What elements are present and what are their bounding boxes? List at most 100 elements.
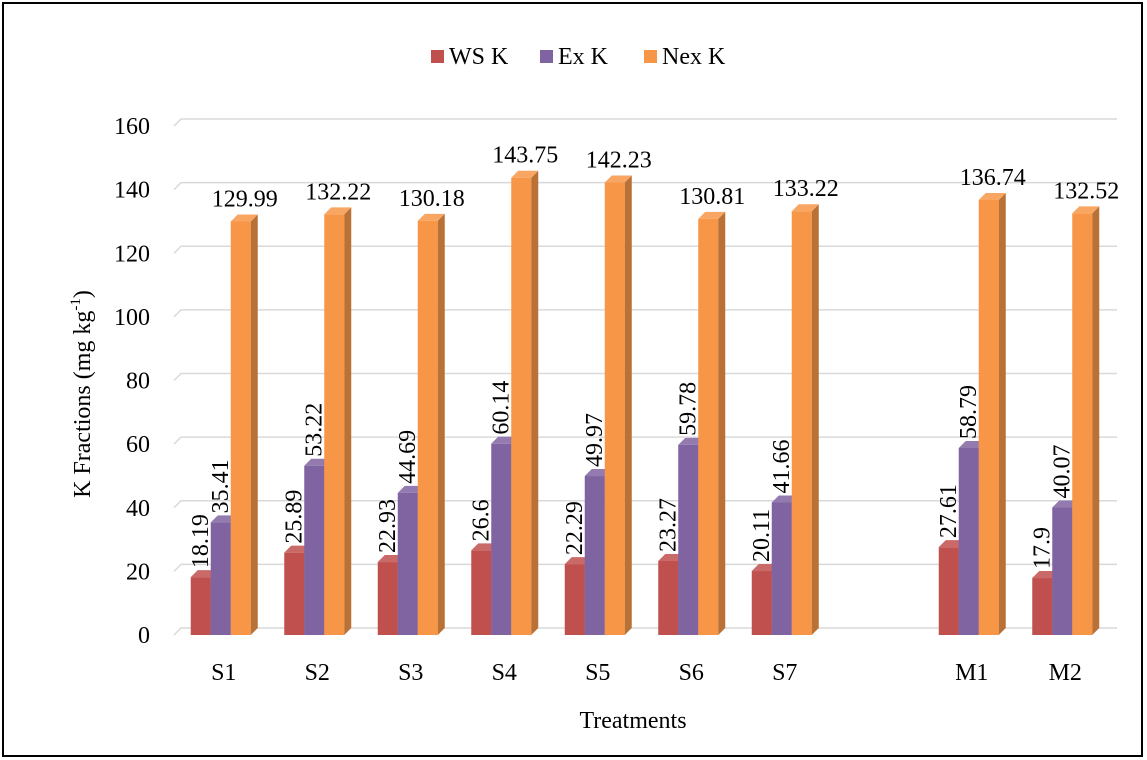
bar-top: [698, 211, 726, 219]
bar-side: [624, 175, 632, 635]
bar-front: [471, 550, 492, 635]
y-tick-label: 40: [126, 496, 150, 522]
bar-top: [1072, 206, 1100, 214]
bar-front: [958, 447, 979, 635]
y-tick-label: 140: [114, 178, 150, 204]
bar-side: [250, 214, 258, 636]
data-label: 58.79: [956, 385, 982, 439]
data-label: 130.18: [399, 186, 465, 212]
data-label: 25.89: [281, 490, 307, 544]
y-tick-label: 60: [126, 432, 150, 458]
data-label: 41.66: [769, 439, 795, 493]
bar-front: [678, 444, 699, 635]
bar-front: [1052, 507, 1073, 635]
x-tick-label: S7: [772, 660, 797, 686]
legend-swatch: [431, 50, 444, 63]
data-label: 22.93: [375, 499, 401, 553]
data-label: 136.74: [960, 165, 1026, 191]
y-tick-label: 160: [114, 114, 150, 140]
bar: [604, 175, 632, 635]
bar-top: [511, 170, 539, 178]
bar-front: [1072, 213, 1093, 635]
gridline: [173, 118, 1117, 127]
x-tick-label: M2: [1049, 660, 1082, 686]
x-tick-label: S1: [211, 660, 236, 686]
bar: [417, 213, 445, 635]
data-label: 44.69: [395, 430, 421, 484]
bar-side: [998, 192, 1006, 635]
bar-top: [324, 207, 352, 215]
bar-front: [511, 177, 532, 635]
bar-side: [811, 204, 819, 635]
bar-front: [604, 182, 625, 635]
data-label: 23.27: [655, 498, 681, 552]
bar-front: [791, 211, 812, 635]
x-axis-label: Treatments: [579, 708, 686, 734]
data-label: 142.23: [586, 148, 652, 174]
bar-side: [531, 170, 539, 635]
data-label: 40.07: [1049, 445, 1075, 499]
y-axis-label: K Fractions (mg kg-1): [68, 290, 96, 498]
legend-swatch: [644, 50, 657, 63]
y-axis-label-superscript: -1: [68, 298, 84, 311]
bar-front: [751, 571, 772, 635]
data-label: 132.22: [305, 179, 371, 205]
y-axis-ticks: 0 20 40 60 80 100 120 140 160: [114, 114, 150, 649]
bar-top: [417, 213, 445, 221]
bars: [190, 170, 1100, 636]
legend-item: Ex K: [540, 44, 609, 70]
legend-label: WS K: [449, 44, 509, 70]
bar-front: [210, 522, 231, 635]
legend-item: Nex K: [644, 44, 726, 70]
data-label: 143.75: [492, 143, 558, 169]
bar-top: [604, 175, 632, 183]
bar-front: [584, 476, 605, 635]
data-label: 130.81: [679, 184, 745, 210]
bar: [1072, 206, 1100, 635]
data-label: 59.78: [675, 382, 701, 436]
bar-side: [437, 213, 445, 635]
bar-side: [344, 207, 352, 635]
bar-front: [491, 443, 512, 635]
bar-side: [718, 211, 726, 635]
bar: [791, 204, 819, 635]
bar-front: [938, 547, 959, 635]
y-tick-label: 100: [114, 305, 150, 331]
bar: [511, 170, 539, 635]
x-tick-label: M1: [955, 660, 988, 686]
data-label: 26.6: [468, 499, 494, 541]
bar-front: [304, 465, 325, 635]
bar: [698, 211, 726, 635]
bar-front: [1032, 578, 1053, 635]
bar-side: [1092, 206, 1100, 635]
bar-front: [230, 221, 251, 636]
legend: WS K Ex K Nex K: [431, 44, 726, 70]
bar-front: [397, 492, 418, 635]
legend-swatch: [540, 50, 553, 63]
bar-front: [190, 577, 211, 635]
data-label: 129.99: [212, 186, 278, 212]
bar-front: [564, 564, 585, 635]
bar-front: [324, 214, 345, 635]
data-label: 27.61: [936, 484, 962, 538]
data-label: 133.22: [773, 176, 839, 202]
gridline: [173, 372, 1117, 382]
x-axis-ticks: S1 S2 S3 S4 S5 S6 S7 M1 M2: [211, 660, 1082, 686]
y-tick-label: 0: [138, 623, 150, 649]
y-axis-label-text: K Fractions (mg kg: [70, 311, 96, 498]
data-label: 35.41: [208, 459, 234, 513]
bar-top: [791, 204, 819, 212]
gridline: [173, 245, 1117, 254]
x-tick-label: S5: [585, 660, 610, 686]
y-tick-label: 20: [126, 559, 150, 585]
bar-front: [377, 562, 398, 635]
gridline: [173, 181, 1117, 191]
legend-item: WS K: [431, 44, 509, 70]
bar-front: [658, 560, 679, 635]
data-label: 132.52: [1053, 178, 1119, 204]
data-label: 17.9: [1029, 527, 1055, 569]
y-tick-label: 120: [114, 241, 150, 267]
bar-top: [230, 214, 258, 222]
